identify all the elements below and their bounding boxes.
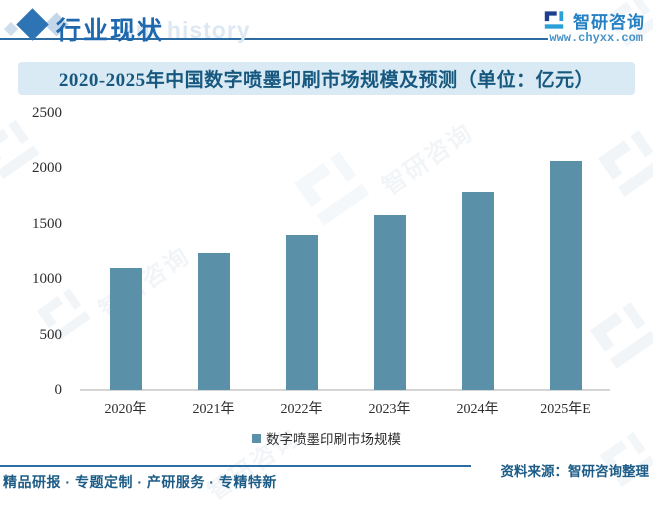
bar-2024年 [461, 192, 494, 390]
footer-divider [0, 465, 471, 467]
footer-tagline: 精品研报 · 专题定制 · 产研服务 · 专精特新 [3, 474, 277, 490]
y-axis-tick-2500: 2500 [32, 105, 62, 121]
x-axis-label-2024年: 2024年 [456, 402, 499, 417]
header-watermark-text: ent history [122, 17, 251, 43]
brand-logo-icon [544, 11, 564, 29]
header-divider [0, 38, 548, 40]
y-axis-tick-1000: 1000 [32, 271, 62, 288]
legend-label: 数字喷墨印刷市场规模 [266, 432, 401, 447]
y-axis-tick-2000: 2000 [32, 160, 62, 177]
chart-title: 2020-2025年中国数字喷墨印刷市场规模及预测（单位：亿元） [58, 70, 595, 91]
x-axis-line [80, 389, 610, 391]
bar-2022年 [285, 235, 318, 390]
y-axis-tick-1500: 1500 [32, 215, 62, 232]
page-title: 行业现状 [56, 17, 165, 45]
brand-name: 智研咨询 [573, 12, 645, 32]
x-axis-label-2025年E: 2025年E [540, 402, 591, 417]
y-axis-tick-500: 500 [39, 326, 63, 343]
x-axis-label-2023年: 2023年 [368, 402, 411, 417]
legend: 数字喷墨印刷市场规模 [0, 428, 653, 448]
legend-swatch-icon [252, 433, 261, 443]
y-axis-tick-0: 0 [54, 382, 63, 398]
bar-2020年 [109, 267, 142, 390]
x-axis-label-2020年: 2020年 [104, 402, 147, 417]
brand-lockup: 智研咨询 [541, 7, 645, 33]
x-axis-label-2022年: 2022年 [280, 402, 323, 417]
bar-chart: 数字喷墨印刷市场规模 0 500 1000 1500 2000 2500 2020年 2021… [0, 105, 653, 448]
x-axis-label-2021年: 2021年 [192, 402, 235, 417]
data-source-note: 资料来源：智研咨询整理 [500, 464, 650, 479]
bar-2025年E [549, 160, 582, 390]
brand-url: www.chyxx.com [549, 31, 643, 45]
bar-2021年 [197, 252, 230, 390]
bar-2023年 [373, 214, 406, 390]
chart-title-band: 2020-2025年中国数字喷墨印刷市场规模及预测（单位：亿元） [18, 62, 635, 95]
